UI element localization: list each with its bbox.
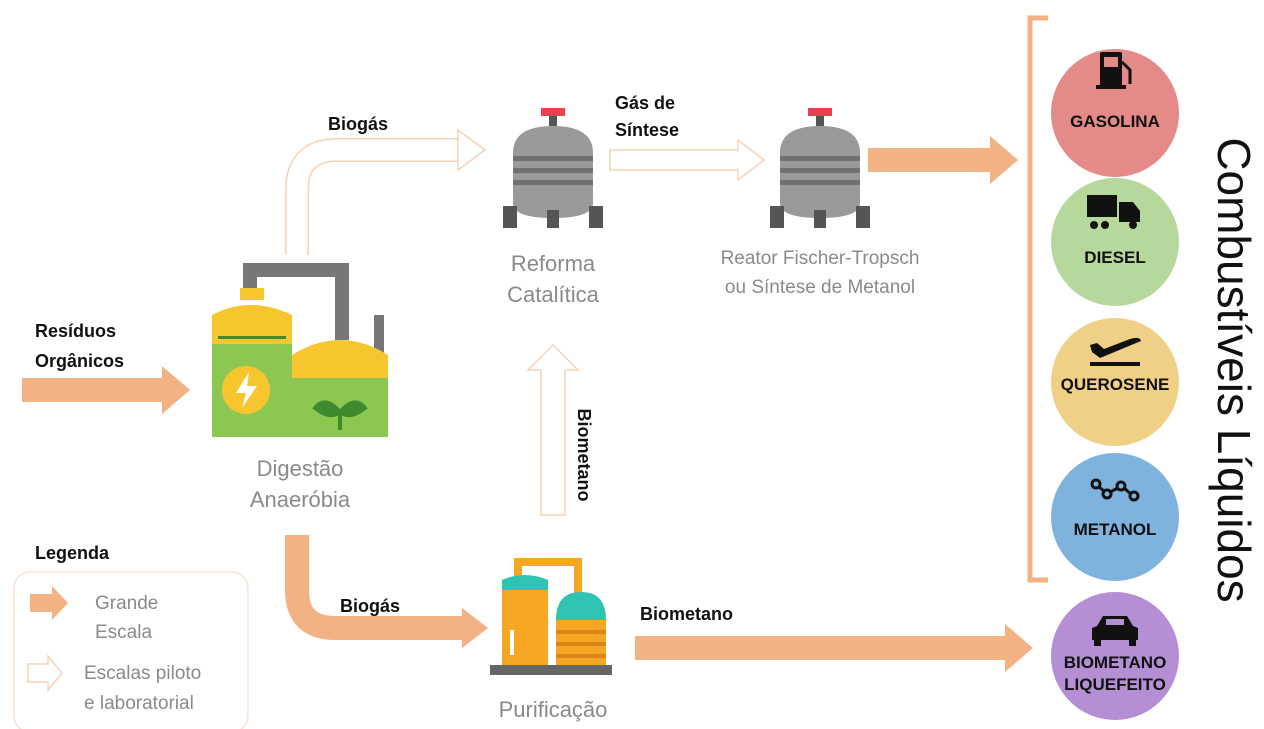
arrow-large [635,624,1033,672]
label-line: Grande [95,593,158,614]
label-line: LIQUEFEITO [1064,675,1166,694]
arrow-large [868,136,1018,184]
products-title: Combustíveis Líquidos [1208,137,1260,602]
legend-label: Escalas piloto e laboratorial [84,663,201,714]
flow-label: Resíduos Orgânicos [35,321,124,371]
label-line: Escalas piloto [84,663,201,684]
arrow-pilot [610,140,764,180]
label-line: Orgânicos [35,351,124,371]
node-label: Reator Fischer-Tropsch ou Síntese de Meta… [721,248,920,298]
diagram: Resíduos Orgânicos Digestão Anaeróbia Biog… [0,0,1264,729]
label-line: Reforma [511,251,596,276]
purifier-icon [490,562,612,675]
product-circle [1051,453,1179,581]
legend-swatch [30,586,68,620]
label-line: e laboratorial [84,693,194,714]
label-line: ou Síntese de Metanol [725,277,915,298]
product-label: GASOLINA [1070,112,1160,131]
reactor-icon [770,108,870,228]
label-line: BIOMETANO [1064,653,1167,672]
product-label: QUEROSENE [1061,375,1170,394]
arrow-head [458,130,485,170]
arrow-pilot [528,345,578,515]
legend-title: Legenda [35,543,110,563]
page: Resíduos Orgânicos Digestão Anaeróbia Biog… [0,0,1264,729]
arrow-large [22,366,190,414]
flow-label: Biometano [640,604,733,624]
product: QUEROSENE [1051,318,1179,446]
label-line: Catalítica [507,282,599,307]
product: METANOL [1051,453,1179,581]
product: GASOLINA [1051,49,1179,177]
arrow-head [462,608,488,648]
product-label: METANOL [1074,520,1157,539]
flow-label: Gás de Síntese [615,93,679,140]
bracket [1030,18,1048,580]
label-line: Digestão [257,456,344,481]
flow-label: Biogás [328,114,388,134]
legend-swatch [28,656,62,690]
node-label: Purificação [499,697,608,722]
node-label: Reforma Catalítica [507,251,599,307]
label-line: Reator Fischer-Tropsch [721,248,920,269]
flow-label: Biogás [340,596,400,616]
label-line: Síntese [615,120,679,140]
digester-icon [212,270,388,437]
product: DIESEL [1051,178,1179,306]
reformer-icon [503,108,603,228]
label-line: Escala [95,622,152,643]
label-line: Gás de [615,93,675,113]
product-label: DIESEL [1084,248,1145,267]
arrow-pilot-inner [297,150,466,256]
label-line: Anaeróbia [250,487,351,512]
node-label: Digestão Anaeróbia [250,456,351,512]
arrow-pilot [297,150,465,255]
flow-label: Biometano [574,408,594,501]
label-line: Resíduos [35,321,116,341]
product: BIOMETANO LIQUEFEITO [1051,592,1179,720]
legend-label: Grande Escala [95,593,158,643]
